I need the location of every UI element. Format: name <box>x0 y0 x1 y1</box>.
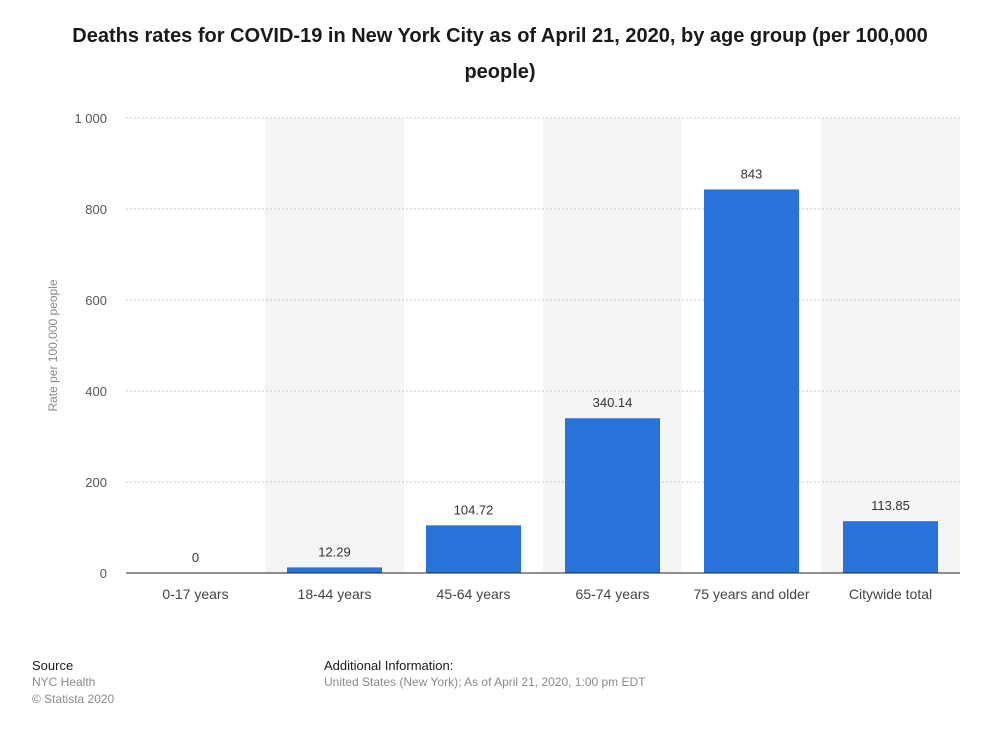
x-tick-label: Citywide total <box>849 586 932 602</box>
bar <box>287 567 382 573</box>
x-tick-label: 18-44 years <box>298 586 372 602</box>
data-label: 843 <box>741 166 763 181</box>
data-label: 113.85 <box>871 498 910 513</box>
additional-info-heading: Additional Information: <box>324 658 454 673</box>
source-block: Source NYC Health © Statista 2020 <box>32 657 114 708</box>
y-tick-label: 200 <box>85 475 107 490</box>
x-tick-label: 75 years and older <box>694 586 810 602</box>
bar-chart: 0 200 400 600 800 1 000 0 0-17 years 12.29 18-44 … <box>46 111 960 602</box>
bar <box>843 521 938 573</box>
x-tick-label: 65-74 years <box>576 586 650 602</box>
y-tick-label: 400 <box>85 384 107 399</box>
additional-info-text: United States (New York); As of April 21… <box>324 675 646 689</box>
chart-title: Deaths rates for COVID-19 in New York Ci… <box>72 25 928 83</box>
y-tick-label: 1 000 <box>74 111 107 126</box>
data-label: 0 <box>192 550 199 565</box>
bar <box>704 189 799 573</box>
source-line: NYC Health <box>32 675 96 689</box>
bar <box>426 525 521 573</box>
x-tick-label: 45-64 years <box>437 586 511 602</box>
y-tick-label: 800 <box>85 202 107 217</box>
x-tick-label: 0-17 years <box>162 586 228 602</box>
y-tick-label: 0 <box>100 566 107 581</box>
copyright-line: © Statista 2020 <box>32 692 115 706</box>
background-band <box>265 118 404 573</box>
background-band <box>821 118 960 573</box>
source-heading: Source <box>32 658 74 673</box>
bar <box>565 418 660 573</box>
data-label: 12.29 <box>318 544 351 559</box>
data-label: 104.72 <box>454 502 494 517</box>
additional-info-block: Additional Information: United States (N… <box>324 657 646 691</box>
y-axis-title: Rate per 100,000 people <box>46 279 60 411</box>
data-label: 340.14 <box>593 395 633 410</box>
y-tick-label: 600 <box>85 293 107 308</box>
